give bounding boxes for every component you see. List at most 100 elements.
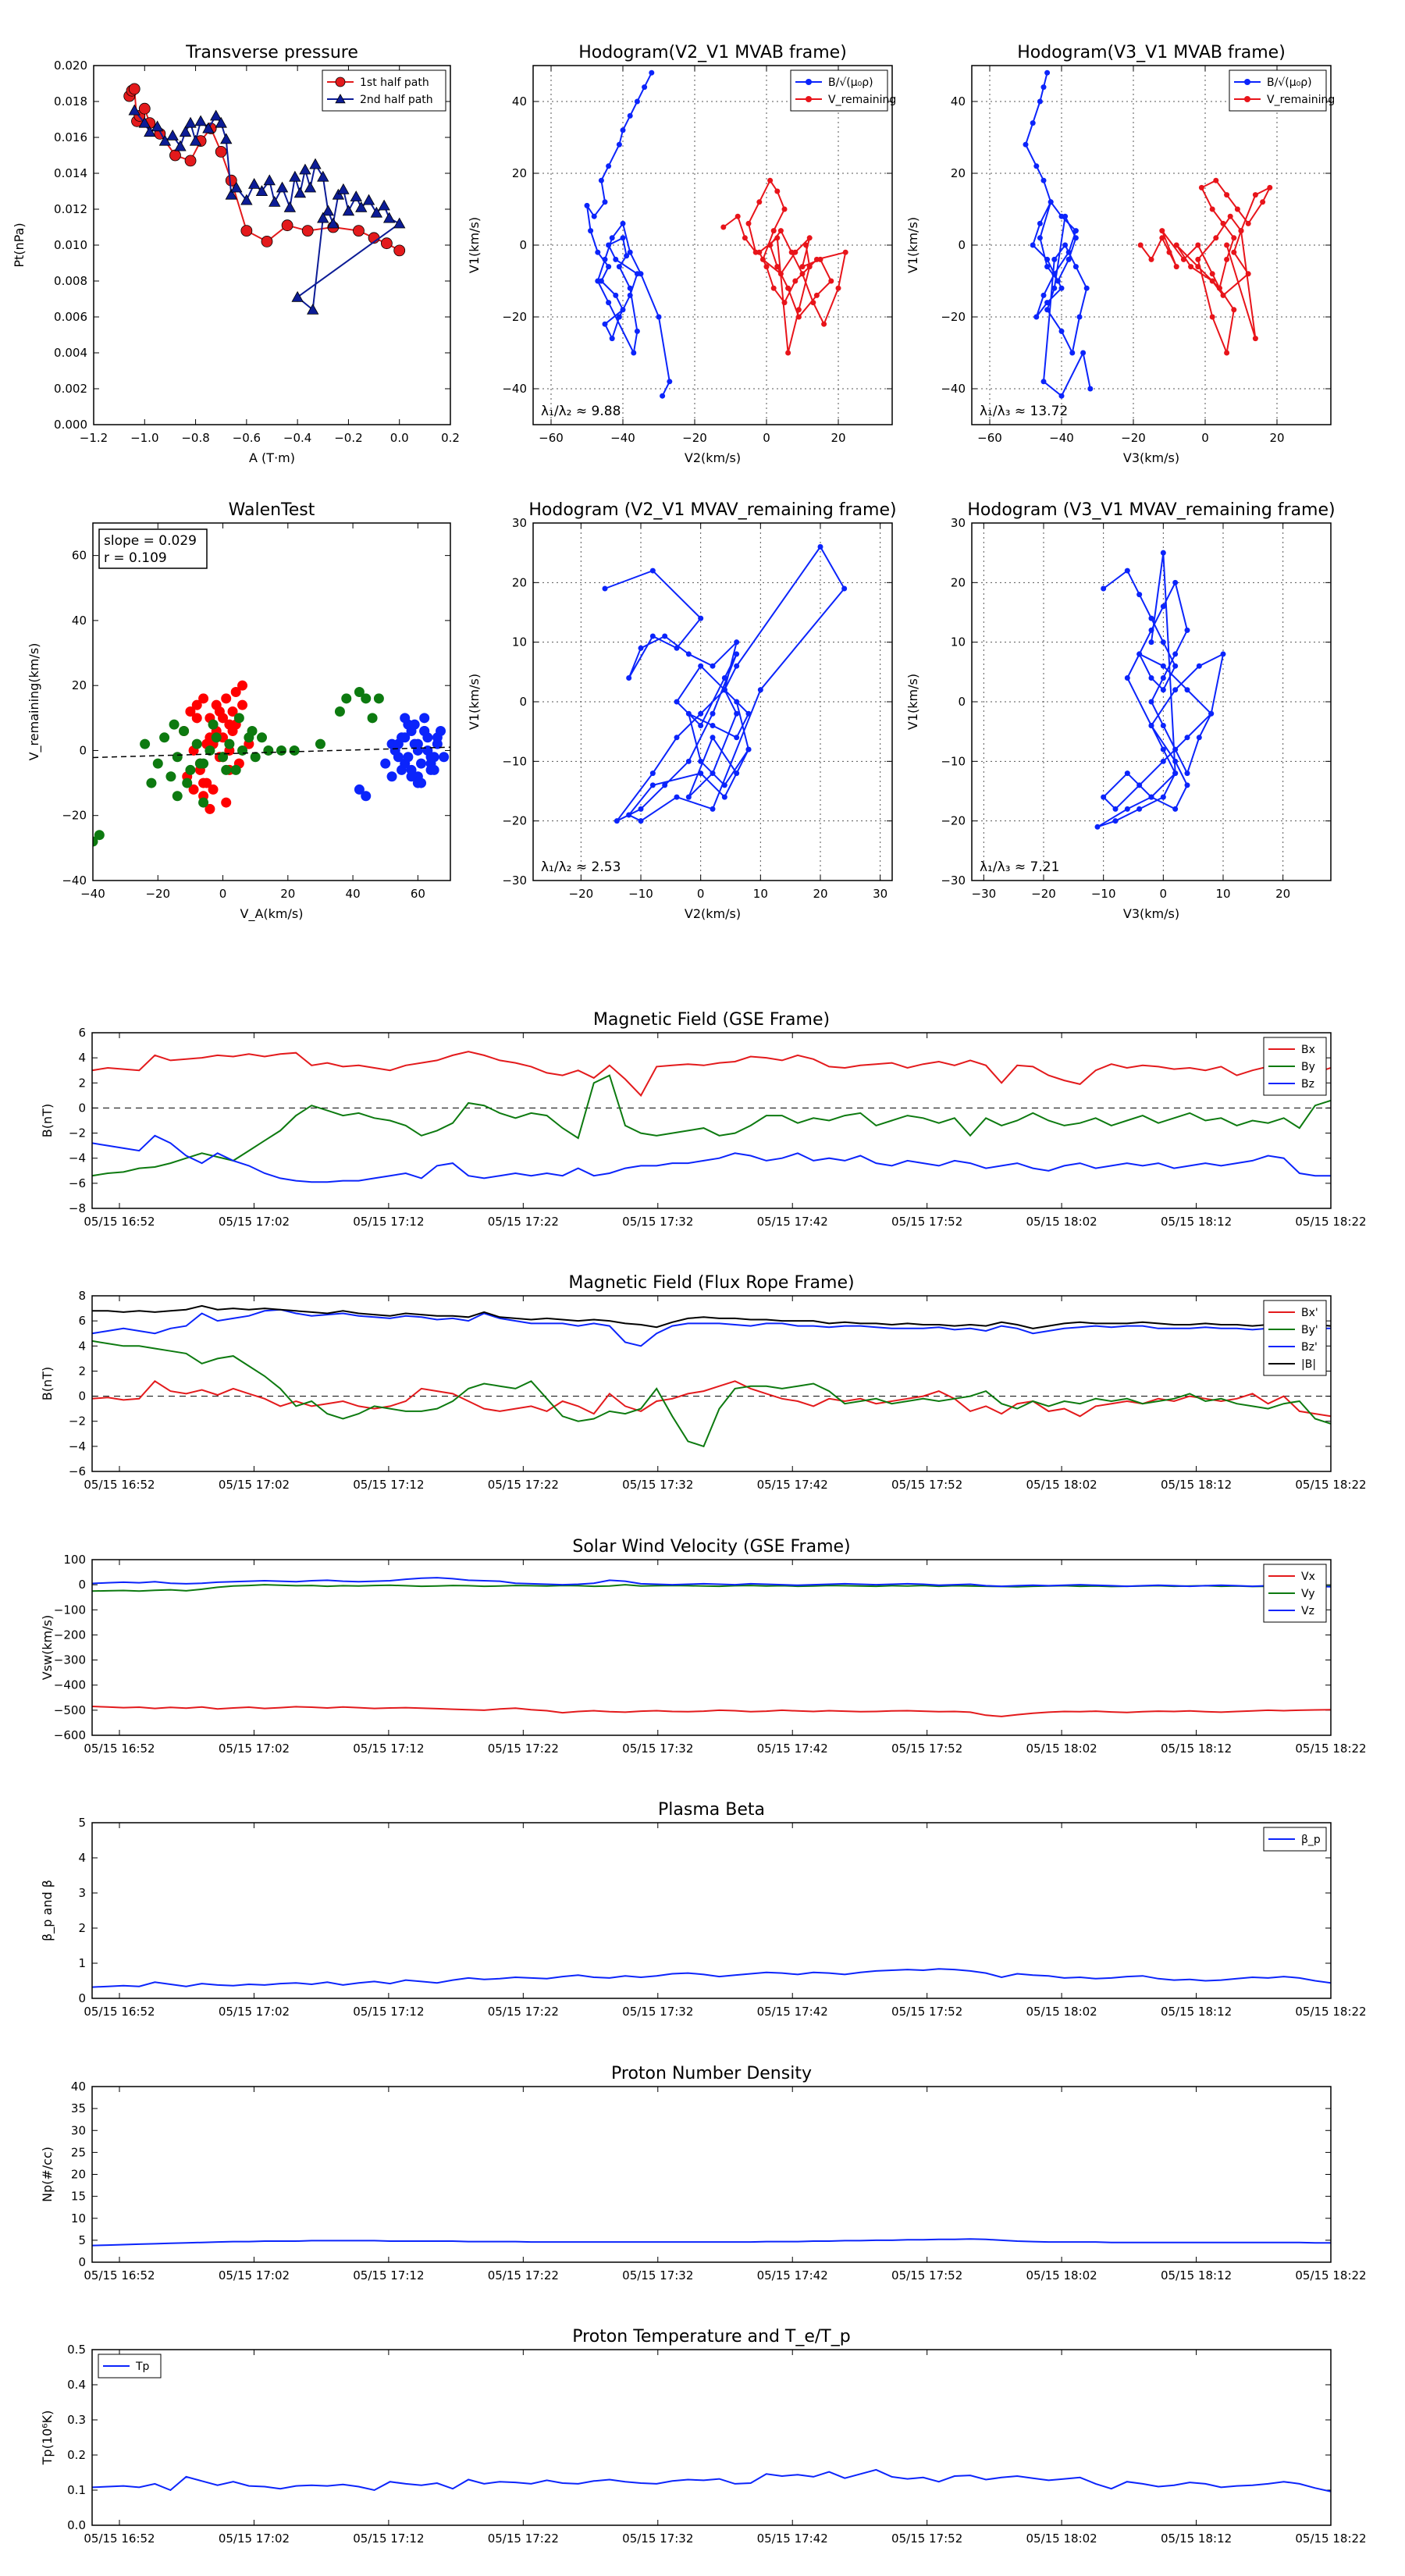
data-point [1148,699,1154,705]
y-tick-label: 2 [78,1364,86,1378]
data-point [419,725,430,736]
data-point [1160,758,1166,764]
y-tick-label: 1 [78,1956,86,1970]
data-point [198,797,209,808]
plot-area [584,69,848,399]
data-point [1044,264,1051,270]
x-tick-label: 20 [1275,887,1290,901]
data-point [660,393,666,399]
plot-frame [971,65,1332,425]
data-point [606,242,612,248]
y-axis-label: V1(km/s) [467,674,482,730]
data-point [151,120,164,132]
data-point [179,126,192,137]
chart-title: Hodogram(V3_V1 MVAB frame) [1017,43,1286,62]
data-point [140,738,151,749]
data-point [208,719,219,730]
data-point [1184,735,1190,741]
y-tick-label: 0 [79,743,87,757]
y-tick-label: −30 [502,873,527,888]
series-line [92,1074,1331,1177]
series-line [604,545,845,822]
data-point [620,235,626,241]
y-axis-label: V1(km/s) [905,674,920,730]
series-line [586,72,670,397]
y-tick-label: 4 [78,1339,86,1353]
data-point [93,836,98,847]
data-point [315,738,325,749]
data-point [721,674,727,681]
data-point [1231,249,1237,255]
data-point [215,145,227,158]
data-point [307,303,319,315]
data-point [1072,228,1079,234]
x-tick-label: 40 [346,887,361,901]
data-point [620,307,626,313]
data-point [1160,674,1166,681]
data-point [1112,818,1119,824]
data-point [240,194,253,205]
data-point [1160,794,1166,800]
y-tick-label: 0.000 [54,418,87,432]
x-tick-label: 0 [219,887,227,901]
x-tick-label: 05/15 18:12 [1161,1478,1232,1492]
data-point [393,244,406,257]
data-point [774,188,781,194]
data-point [1220,220,1226,226]
data-point [1065,256,1072,262]
data-point [1124,806,1130,812]
data-point [759,256,766,262]
data-point [1184,770,1190,777]
x-tick-label: 05/15 17:32 [622,2268,693,2282]
y-tick-label: 60 [72,549,87,563]
data-point [1030,120,1036,126]
y-tick-label: 0.010 [54,238,87,252]
data-point [638,818,644,824]
data-point [1148,794,1154,800]
y-tick-label: −20 [941,814,966,828]
x-tick-label: −30 [972,887,997,901]
y-tick-label: 40 [72,614,87,628]
x-tick-label: 05/15 18:22 [1295,1742,1366,1756]
data-point [380,237,393,250]
data-point [361,693,372,704]
series-line [1097,553,1225,828]
data-point [813,256,820,262]
x-tick-label: 05/15 17:42 [757,2005,828,2019]
data-point [1184,687,1190,693]
x-tick-label: 05/15 18:22 [1295,1478,1366,1492]
data-point [785,285,791,291]
y-tick-label: 6 [78,1314,86,1328]
data-point [634,98,640,105]
data-point [721,782,727,788]
y-tick-label: 5 [78,1816,86,1830]
data-point [685,651,692,657]
data-point [1069,350,1076,356]
x-tick-label: 05/15 18:12 [1161,1742,1232,1756]
y-tick-label: 0 [78,1389,86,1404]
data-point [1051,285,1058,291]
panel-ts_vsw: Solar Wind Velocity (GSE Frame) Vsw(km/s)… [40,1537,1367,1756]
panel-title: Plasma Beta [658,1800,765,1820]
data-point [1224,242,1230,248]
y-tick-label: −10 [941,754,966,768]
y-tick-label: 0.3 [67,2413,86,2427]
x-tick-label: −20 [682,431,707,445]
x-tick-label: 0 [1201,431,1209,445]
data-point [94,830,105,841]
data-point [350,190,362,201]
data-point [1051,271,1058,277]
data-point [194,115,207,126]
data-point [602,199,608,205]
data-point [1044,256,1051,262]
panel-ts_mag_gse: Magnetic Field (GSE Frame) B(nT) −8 −6 −4 −2 0… [40,1010,1367,1229]
y-tick-label: 20 [512,166,527,180]
data-point [220,133,233,144]
y-tick-label: 0.4 [67,2378,86,2392]
chart-walen: −40 −20 0 20 40 60 −40 −20 0 20 40 60 WalenTest V_A(k… [27,500,451,922]
data-point [745,746,752,753]
data-point [1087,386,1094,392]
data-point [373,693,384,704]
data-point [1195,264,1201,270]
